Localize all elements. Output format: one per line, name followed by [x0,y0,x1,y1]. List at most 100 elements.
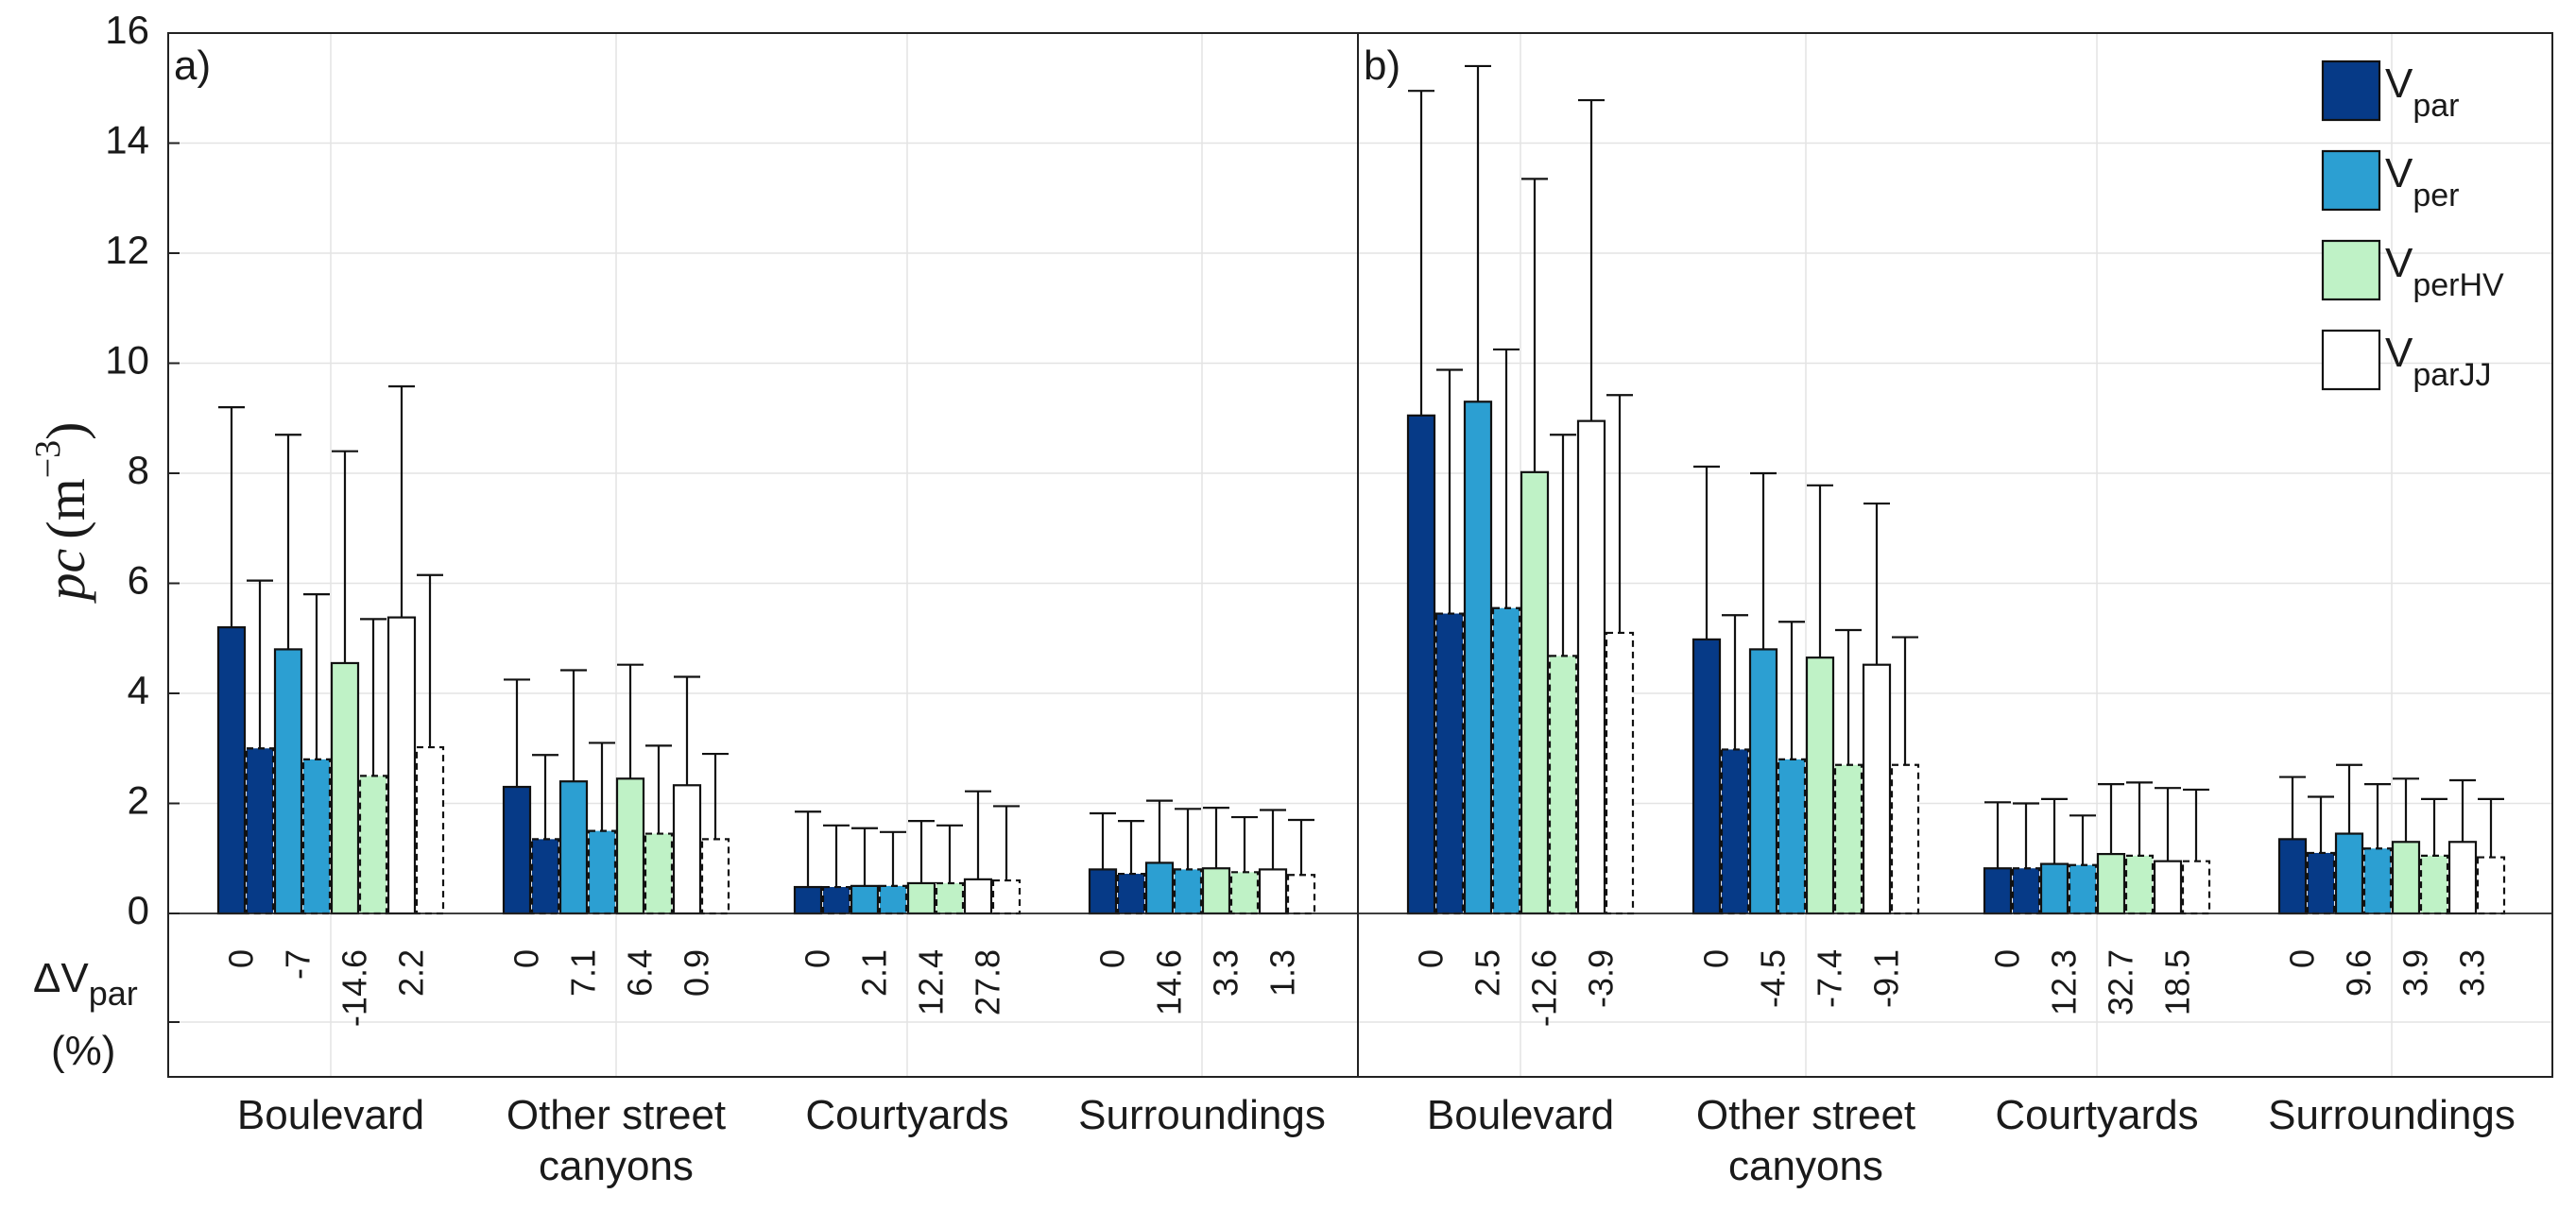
bar-dashed [1720,748,1750,915]
delta-label: 7.1 [564,949,603,997]
legend-swatch [2321,60,2381,122]
legend-label: VperHV [2385,240,2504,303]
bar-dashed [530,838,560,915]
bar-dashed [2419,854,2449,915]
delta-label: 6.4 [621,949,660,997]
bar-solid [1692,638,1722,915]
category-label: canyons [1728,1143,1883,1189]
delta-label: 2.1 [855,949,894,997]
delta-row-label: ΔVpar [33,955,138,1013]
delta-label: 0 [507,949,546,968]
bar-solid [672,784,702,915]
panel-frame [1357,32,2553,1078]
bar-dashed [700,838,730,915]
bar-dashed [301,758,332,915]
bar-dashed [935,881,965,915]
panel-label: b) [1364,43,1400,89]
bar-dashed [2068,863,2098,915]
bar-dashed [2181,860,2211,915]
bar-solid [1144,861,1175,915]
bar-dashed [245,747,275,915]
bar-solid [1983,867,2013,915]
bar-solid [2039,862,2069,915]
bar-solid [2096,852,2126,915]
delta-label: 0 [1093,949,1132,968]
category-label: Courtyards [1995,1092,2198,1138]
bar-dashed [878,884,908,915]
bar-solid [1201,867,1231,915]
bar-solid [216,625,247,915]
bar-dashed [1434,612,1465,915]
bar-solid [1088,868,1118,915]
delta-label: -7 [279,949,318,980]
category-label: Boulevard [1427,1092,1614,1138]
panel-frame [167,32,1359,1078]
delta-label: 3.9 [2396,949,2435,997]
category-label: Courtyards [805,1092,1008,1138]
delta-label: -4.5 [1754,949,1793,1008]
bar-solid [615,777,645,915]
bar-solid [1406,414,1436,915]
bar-dashed [644,832,674,915]
bar-dashed [1286,874,1316,915]
delta-label: 1.3 [1263,949,1302,997]
delta-label: -7.4 [1811,949,1849,1008]
bar-dashed [587,829,617,915]
category-label: Surroundings [1078,1092,1326,1138]
delta-label: 0.9 [678,949,716,997]
category-label: Surroundings [2268,1092,2516,1138]
bar-solid [2391,841,2421,915]
legend-label: Vpar [2385,60,2460,124]
delta-label: 3.3 [2453,949,2492,997]
bar-solid [2447,841,2478,915]
delta-label: 0 [2283,949,2322,968]
delta-label: 0 [1697,949,1736,968]
y-tick-label: 16 [105,8,149,52]
y-tick-label: 8 [128,448,149,492]
bar-dashed [1548,655,1578,915]
panel-label: a) [174,43,211,89]
y-tick-label: 10 [105,338,149,383]
delta-unit-label: (%) [51,1028,115,1074]
delta-label: -3.9 [1582,949,1621,1008]
delta-label: 0 [222,949,261,968]
delta-label: 27.8 [969,949,1007,1015]
bar-dashed [2362,847,2393,915]
legend-swatch [2321,239,2381,301]
bar-solid [1520,470,1550,915]
bar-dashed [1777,758,1807,915]
delta-label: -9.1 [1867,949,1906,1008]
bar-dashed [1890,763,1920,915]
y-tick-label: 14 [105,118,149,162]
delta-label: -12.6 [1525,949,1564,1027]
bar-dashed [2306,851,2336,915]
bar-dashed [991,878,1022,915]
bar-solid [1258,868,1288,915]
bar-solid [2334,832,2364,915]
bar-dashed [2124,854,2155,915]
delta-label: 12.4 [912,949,951,1015]
legend-swatch [2321,329,2381,391]
y-tick-label: 6 [128,558,149,603]
delta-label: 2.5 [1468,949,1507,997]
bar-solid [502,785,532,915]
bar-dashed [1173,868,1203,915]
bar-dashed [358,775,388,915]
bar-solid [386,616,417,915]
y-tick-label: 12 [105,228,149,272]
bar-dashed [1491,606,1521,915]
bar-solid [1862,663,1892,915]
bar-solid [850,884,880,915]
bar-dashed [821,885,851,915]
bar-dashed [415,745,445,915]
bar-solid [558,780,589,915]
y-tick-label: 0 [128,888,149,932]
bar-solid [1576,419,1606,915]
category-label: Other street [1696,1092,1915,1138]
delta-label: 3.3 [1207,949,1245,997]
bar-solid [1748,648,1778,915]
bar-dashed [1605,631,1635,915]
y-tick-label: 4 [128,668,149,712]
